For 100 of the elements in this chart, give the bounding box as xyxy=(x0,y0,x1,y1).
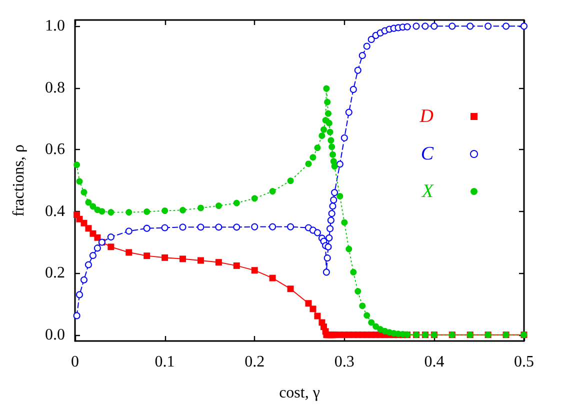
point xyxy=(354,66,362,74)
point xyxy=(126,209,132,216)
x-axis-title: cost, γ xyxy=(279,384,320,402)
y-tick-label: 0.8 xyxy=(45,79,65,96)
point xyxy=(215,259,222,266)
point xyxy=(520,22,528,30)
x-tick-label: 0.2 xyxy=(244,354,265,370)
point xyxy=(329,202,336,210)
point xyxy=(144,208,150,215)
point xyxy=(328,210,336,218)
x-tick-label: 0.1 xyxy=(154,354,175,370)
legend-label: X xyxy=(420,181,435,202)
point xyxy=(76,178,83,185)
point xyxy=(233,200,240,206)
point xyxy=(326,120,332,126)
point xyxy=(368,319,375,326)
x-tick-label: 0.4 xyxy=(424,354,444,370)
point xyxy=(345,108,352,116)
y-tick-label: 0.2 xyxy=(45,264,65,282)
point xyxy=(448,22,456,30)
point xyxy=(328,137,334,144)
point xyxy=(430,22,438,30)
point xyxy=(287,178,294,184)
point xyxy=(90,203,96,210)
point xyxy=(314,229,321,236)
point xyxy=(269,188,276,195)
point xyxy=(354,288,362,295)
point xyxy=(180,256,186,262)
point xyxy=(287,223,294,230)
point xyxy=(162,208,168,214)
point xyxy=(251,195,258,202)
point xyxy=(197,224,204,231)
y-tick-label: 0.0 xyxy=(45,326,65,344)
point xyxy=(336,160,344,168)
point xyxy=(364,312,370,319)
point xyxy=(324,243,332,250)
point xyxy=(484,22,492,30)
point xyxy=(336,192,344,200)
point xyxy=(331,163,338,170)
point xyxy=(126,249,132,256)
x-tick-label: 0 xyxy=(71,354,79,370)
point xyxy=(324,110,332,117)
point xyxy=(329,151,336,158)
point xyxy=(310,154,316,161)
point xyxy=(314,312,321,320)
point xyxy=(197,257,204,264)
point xyxy=(350,86,357,93)
point xyxy=(269,274,276,282)
point xyxy=(233,262,240,269)
legend-label: D xyxy=(418,106,434,127)
point xyxy=(323,85,330,92)
point xyxy=(94,234,101,241)
point xyxy=(233,224,240,231)
point xyxy=(89,252,96,259)
point xyxy=(85,199,92,206)
point xyxy=(466,22,474,30)
point xyxy=(314,144,321,152)
point xyxy=(346,246,352,252)
point xyxy=(331,189,338,196)
point xyxy=(422,22,429,30)
point xyxy=(318,132,326,139)
point xyxy=(305,300,312,307)
point xyxy=(328,144,336,150)
point xyxy=(412,22,420,30)
point xyxy=(215,224,222,231)
point xyxy=(341,219,348,226)
point xyxy=(143,224,150,232)
point xyxy=(363,42,370,50)
point xyxy=(125,228,132,235)
point xyxy=(80,188,88,196)
point xyxy=(326,128,334,136)
point xyxy=(73,312,80,320)
point xyxy=(404,23,411,30)
x-tick-label: 0.3 xyxy=(334,354,354,370)
point xyxy=(144,252,150,260)
point xyxy=(320,126,327,133)
point xyxy=(305,160,312,168)
point xyxy=(358,52,366,59)
point xyxy=(326,225,334,232)
point xyxy=(197,204,204,212)
point xyxy=(161,224,168,232)
legend-label: C xyxy=(420,144,434,164)
point xyxy=(251,267,258,274)
point xyxy=(350,268,357,276)
x-tick-label: 0.5 xyxy=(514,354,534,370)
point xyxy=(80,276,88,284)
point xyxy=(269,223,276,230)
point xyxy=(74,162,80,168)
point xyxy=(98,208,106,215)
y-tick-label: 1.0 xyxy=(45,18,65,35)
point xyxy=(107,233,114,240)
point xyxy=(324,98,331,106)
point xyxy=(180,206,186,214)
point xyxy=(502,22,510,30)
point xyxy=(84,261,92,268)
point xyxy=(326,234,333,242)
point xyxy=(368,36,375,43)
point xyxy=(108,244,114,250)
point xyxy=(80,220,88,226)
point xyxy=(85,225,92,232)
